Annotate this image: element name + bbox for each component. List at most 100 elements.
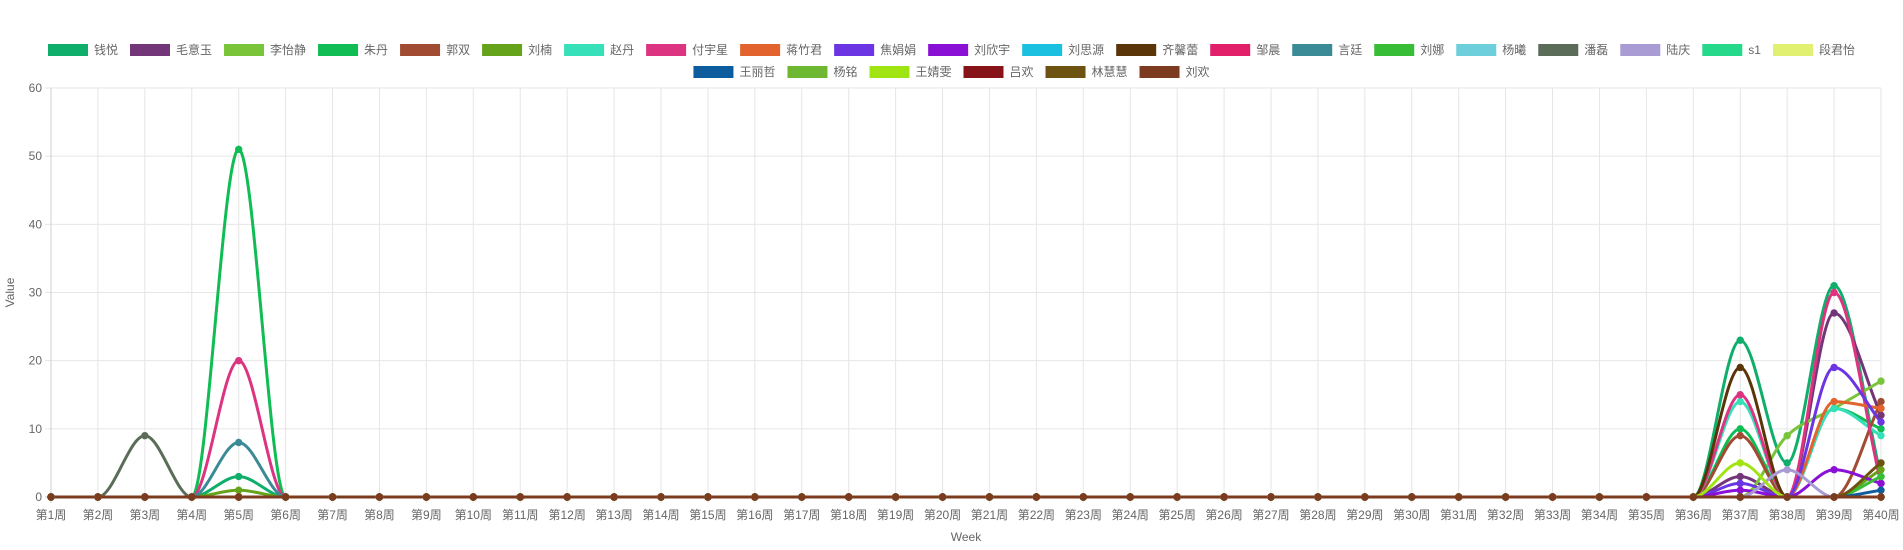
data-point[interactable]	[1877, 479, 1885, 488]
legend-item[interactable]: 刘娜	[1374, 43, 1444, 57]
data-point[interactable]	[234, 472, 243, 481]
data-point[interactable]	[1361, 493, 1369, 501]
data-point[interactable]	[1877, 425, 1885, 433]
data-point[interactable]	[1877, 397, 1885, 406]
data-point[interactable]	[751, 493, 759, 501]
legend-item[interactable]: 赵丹	[564, 43, 634, 57]
legend-item[interactable]: 蒋竹君	[740, 43, 822, 57]
data-point[interactable]	[281, 493, 290, 501]
data-point[interactable]	[234, 145, 243, 154]
data-point[interactable]	[1830, 466, 1838, 474]
data-point[interactable]	[328, 493, 337, 501]
data-point[interactable]	[563, 493, 571, 501]
data-point[interactable]	[469, 493, 478, 501]
legend-item[interactable]: 王丽哲	[693, 65, 775, 79]
data-point[interactable]	[1267, 493, 1275, 501]
data-point[interactable]	[1595, 493, 1604, 501]
data-point[interactable]	[1736, 425, 1744, 433]
data-point[interactable]	[704, 493, 712, 501]
legend-item[interactable]: 段君怡	[1772, 42, 1855, 57]
legend-item[interactable]: 朱丹	[318, 43, 388, 57]
data-point[interactable]	[1877, 418, 1885, 426]
data-point[interactable]	[1830, 397, 1838, 406]
legend-item[interactable]: 邹晨	[1210, 43, 1280, 57]
data-point[interactable]	[188, 493, 196, 501]
legend-item[interactable]: 杨铭	[787, 64, 857, 79]
legend-item[interactable]: 陆庆	[1620, 42, 1690, 57]
data-point[interactable]	[1408, 493, 1416, 501]
data-point[interactable]	[985, 493, 994, 501]
data-point[interactable]	[234, 486, 243, 494]
data-point[interactable]	[234, 493, 243, 501]
data-point[interactable]	[1173, 493, 1181, 501]
data-point[interactable]	[1830, 493, 1838, 501]
data-point[interactable]	[1783, 431, 1791, 440]
data-point[interactable]	[1783, 466, 1791, 474]
data-point[interactable]	[375, 493, 384, 501]
data-point[interactable]	[1830, 281, 1838, 290]
data-point[interactable]	[1783, 459, 1791, 467]
data-point[interactable]	[1830, 404, 1838, 413]
data-point[interactable]	[844, 493, 853, 501]
data-point[interactable]	[1501, 493, 1510, 501]
legend-item[interactable]: 刘楠	[482, 42, 552, 57]
data-point[interactable]	[1736, 336, 1744, 344]
legend-item[interactable]: 钱悦	[48, 42, 118, 57]
data-point[interactable]	[1736, 431, 1744, 440]
data-point[interactable]	[798, 493, 806, 501]
data-point[interactable]	[422, 493, 431, 501]
data-point[interactable]	[1314, 493, 1322, 501]
data-point[interactable]	[1830, 363, 1838, 372]
data-point[interactable]	[1783, 493, 1791, 501]
data-point[interactable]	[891, 493, 900, 501]
data-point[interactable]	[1736, 397, 1744, 406]
data-point[interactable]	[1642, 493, 1651, 501]
legend-item[interactable]: 刘欣宇	[928, 43, 1010, 57]
data-point[interactable]	[234, 356, 243, 365]
legend-item[interactable]: 吕欢	[963, 64, 1034, 79]
data-point[interactable]	[516, 493, 524, 501]
data-point[interactable]	[1736, 479, 1744, 488]
data-point[interactable]	[1736, 391, 1744, 399]
legend-item[interactable]: 付宇星	[646, 43, 728, 57]
legend-item[interactable]: 言廷	[1292, 43, 1362, 57]
data-point[interactable]	[1032, 493, 1041, 501]
data-point[interactable]	[1689, 493, 1698, 501]
data-point[interactable]	[1877, 472, 1885, 481]
data-point[interactable]	[1736, 486, 1744, 494]
data-point[interactable]	[1220, 493, 1228, 501]
legend-item[interactable]: 李怡静	[224, 42, 306, 57]
data-point[interactable]	[47, 493, 55, 501]
data-point[interactable]	[938, 493, 947, 501]
legend-item[interactable]: 齐馨蕾	[1116, 42, 1198, 57]
data-point[interactable]	[1877, 493, 1885, 501]
data-point[interactable]	[1877, 486, 1885, 494]
legend-item[interactable]: s1	[1702, 43, 1761, 57]
data-point[interactable]	[1877, 466, 1885, 474]
data-point[interactable]	[1830, 288, 1838, 297]
data-point[interactable]	[1079, 493, 1088, 501]
data-point[interactable]	[1736, 493, 1744, 501]
data-point[interactable]	[1877, 459, 1885, 467]
data-point[interactable]	[1736, 363, 1744, 372]
legend-item[interactable]: 焦娟娟	[834, 43, 916, 57]
legend-item[interactable]: 毛意玉	[130, 42, 212, 57]
legend-item[interactable]: 刘思源	[1022, 43, 1104, 57]
data-point[interactable]	[1877, 431, 1885, 440]
data-point[interactable]	[1548, 493, 1557, 501]
legend-item[interactable]: 潘磊	[1538, 43, 1608, 57]
data-point[interactable]	[1736, 459, 1744, 467]
legend-item[interactable]: 杨曦	[1456, 42, 1526, 57]
data-point[interactable]	[657, 493, 665, 501]
data-point[interactable]	[610, 493, 618, 501]
data-point[interactable]	[141, 431, 149, 440]
data-point[interactable]	[1877, 404, 1885, 413]
legend-item[interactable]: 林慧慧	[1045, 64, 1128, 79]
data-point[interactable]	[1454, 493, 1463, 501]
data-point[interactable]	[234, 438, 243, 447]
data-point[interactable]	[94, 493, 102, 501]
data-point[interactable]	[1877, 377, 1885, 385]
data-point[interactable]	[141, 493, 149, 501]
legend-item[interactable]: 王婧雯	[869, 64, 952, 79]
legend-item[interactable]: 刘欢	[1139, 64, 1210, 79]
